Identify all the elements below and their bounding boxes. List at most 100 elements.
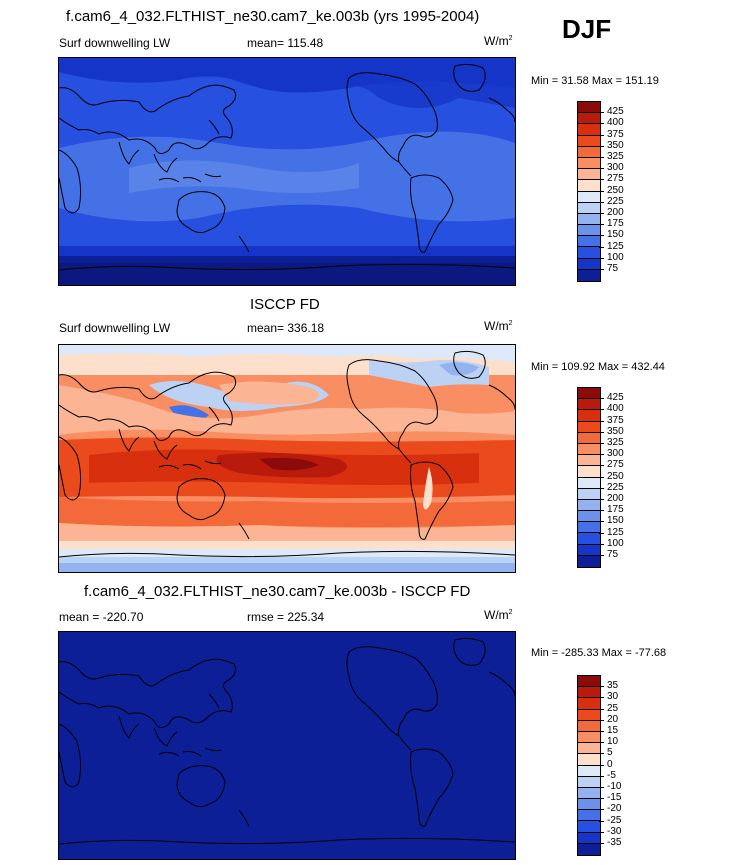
panel3-colorbar-swatch bbox=[578, 709, 600, 721]
panel2-colorbar-tick bbox=[599, 521, 604, 523]
panel2-colorbar-tick bbox=[599, 532, 604, 534]
panel2-colorbar-label: 75 bbox=[607, 549, 619, 560]
panel1-colorbar-label: 225 bbox=[607, 195, 624, 207]
panel2-colorbar-tick bbox=[599, 555, 604, 556]
panel1-colorbar-swatch bbox=[578, 213, 600, 226]
panel2-variable-label: Surf downwelling LW bbox=[59, 321, 171, 335]
panel3-colorbar-label: -25 bbox=[607, 814, 622, 826]
panel3-colorbar-tick bbox=[599, 719, 604, 721]
panel2-colorbar bbox=[577, 387, 601, 568]
panel1-colorbar-swatch bbox=[578, 124, 600, 136]
panel2-mean-label: mean= 336.18 bbox=[247, 321, 325, 335]
panel3-colorbar-swatch bbox=[578, 676, 600, 688]
panel3-colorbar-tick bbox=[599, 809, 604, 811]
panel1-map bbox=[58, 57, 516, 286]
panel1-colorbar-tick bbox=[599, 235, 604, 237]
panel2-colorbar-swatch bbox=[578, 555, 600, 567]
panel2-colorbar-label: 200 bbox=[607, 493, 624, 504]
panel3-colorbar-tick bbox=[599, 742, 604, 744]
panel3-rmse-label: rmse = 225.34 bbox=[247, 610, 325, 624]
panel1-colorbar-swatch bbox=[578, 191, 600, 203]
panel2-colorbar-swatch bbox=[578, 466, 600, 478]
panel3-colorbar-label: -5 bbox=[607, 769, 616, 781]
panel3-colorbar-swatch bbox=[578, 843, 600, 855]
panel1-colorbar-label: 100 bbox=[607, 251, 624, 263]
panel1-colorbar-label: 325 bbox=[607, 151, 624, 162]
panel2-colorbar-tick bbox=[599, 476, 604, 478]
panel3-colorbar-tick bbox=[599, 753, 604, 755]
panel2-colorbar-label: 300 bbox=[607, 448, 624, 460]
panel3-colorbar-tick bbox=[599, 820, 604, 822]
panel3-colorbar-label: -30 bbox=[607, 825, 622, 837]
panel1-variable-label: Surf downwelling LW bbox=[59, 36, 171, 50]
panel2-colorbar-tick bbox=[599, 409, 604, 411]
panel2-colorbar-label: 400 bbox=[607, 403, 624, 415]
panel2-colorbar-label: 150 bbox=[607, 515, 624, 527]
panel3-colorbar-swatch bbox=[578, 754, 600, 766]
panel2-colorbar-label: 325 bbox=[607, 437, 624, 448]
panel1-units: W/m2 bbox=[484, 34, 513, 48]
panel2-title: ISCCP FD bbox=[250, 296, 320, 313]
panel2-colorbar-label: 375 bbox=[607, 414, 624, 426]
panel1-colorbar-swatch bbox=[578, 236, 600, 248]
panel3-colorbar-label: 10 bbox=[607, 736, 619, 748]
panel3-colorbar-swatch bbox=[578, 810, 600, 822]
panel2-colorbar-swatch bbox=[578, 399, 600, 411]
panel2-colorbar-swatch bbox=[578, 522, 600, 534]
panel2-colorbar-label: 125 bbox=[607, 526, 624, 538]
panel2-colorbar-swatch bbox=[578, 421, 600, 433]
panel2-colorbar-label: 275 bbox=[607, 459, 624, 471]
panel2-map bbox=[58, 344, 516, 573]
panel1-colorbar-label: 275 bbox=[607, 173, 624, 185]
panel2-colorbar-tick bbox=[599, 443, 604, 444]
panel1-colorbar-tick bbox=[599, 112, 604, 114]
panel3-colorbar bbox=[577, 675, 601, 856]
panel1-colorbar-swatch bbox=[578, 180, 600, 192]
panel3-colorbar-swatch bbox=[578, 776, 600, 788]
panel1-colorbar-tick bbox=[599, 213, 604, 214]
panel2-colorbar-tick bbox=[599, 465, 604, 467]
panel1-colorbar-label: 175 bbox=[607, 218, 624, 230]
panel3-colorbar-label: -15 bbox=[607, 792, 622, 804]
panel1-colorbar-label: 150 bbox=[607, 229, 624, 241]
panel3-colorbar-tick bbox=[599, 697, 604, 699]
panel3-units: W/m2 bbox=[484, 608, 513, 622]
panel3-colorbar-swatch bbox=[578, 832, 600, 844]
panel2-colorbar-swatch bbox=[578, 410, 600, 422]
panel1-colorbar-tick bbox=[599, 123, 604, 125]
panel2-colorbar-swatch bbox=[578, 499, 600, 512]
panel2-colorbar-swatch bbox=[578, 477, 600, 489]
panel3-colorbar-label: 20 bbox=[607, 713, 619, 725]
panel3-minmax: Min = -285.33 Max = -77.68 bbox=[531, 647, 667, 659]
panel3-colorbar-label: 15 bbox=[607, 725, 619, 736]
panel3-colorbar-swatch bbox=[578, 687, 600, 699]
panel1-colorbar-swatch bbox=[578, 202, 600, 214]
panel1-colorbar-swatch bbox=[578, 157, 600, 170]
panel3-colorbar-tick bbox=[599, 831, 604, 833]
panel2-minmax: Min = 109.92 Max = 432.44 bbox=[531, 361, 665, 373]
panel2-colorbar-tick bbox=[599, 487, 604, 489]
panel1-mean-label: mean= 115.48 bbox=[247, 36, 324, 50]
panel3-colorbar-tick bbox=[599, 775, 604, 777]
panel3-colorbar-swatch bbox=[578, 731, 600, 744]
panel2-colorbar-label: 250 bbox=[607, 470, 624, 482]
panel2-colorbar-tick bbox=[599, 398, 604, 400]
panel1-colorbar-tick bbox=[599, 190, 604, 192]
panel1-colorbar-swatch bbox=[578, 146, 600, 158]
panel1-colorbar-swatch bbox=[578, 258, 600, 270]
panel2-colorbar-swatch bbox=[578, 544, 600, 556]
panel3-colorbar-swatch bbox=[578, 821, 600, 833]
panel2-colorbar-swatch bbox=[578, 533, 600, 545]
panel1-colorbar-swatch bbox=[578, 247, 600, 259]
panel3-colorbar-swatch bbox=[578, 765, 600, 777]
panel1-colorbar-swatch bbox=[578, 225, 600, 237]
panel2-colorbar-swatch bbox=[578, 443, 600, 456]
panel2-colorbar-label: 425 bbox=[607, 392, 624, 404]
panel3-colorbar-tick bbox=[599, 798, 604, 800]
season-label: DJF bbox=[562, 14, 612, 44]
panel3-mean-label: mean = -220.70 bbox=[59, 610, 144, 624]
panel1-colorbar-tick bbox=[599, 168, 604, 170]
panel3-colorbar-tick bbox=[599, 686, 604, 688]
panel2-units: W/m2 bbox=[484, 319, 513, 333]
panel1-colorbar-tick bbox=[599, 179, 604, 181]
